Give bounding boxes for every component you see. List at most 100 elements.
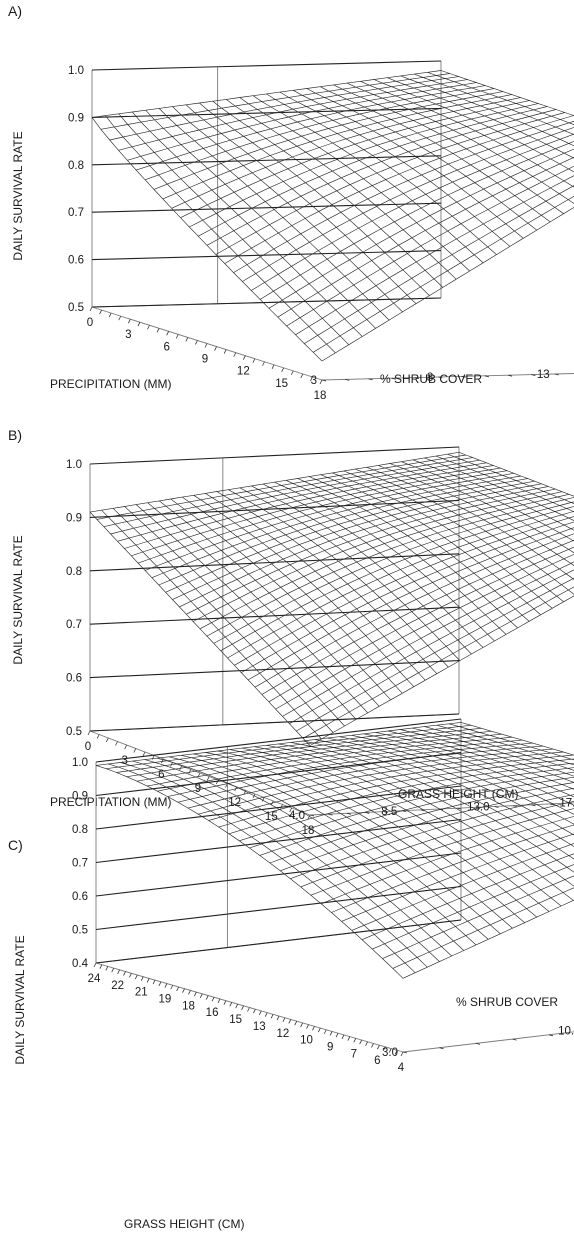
surface-line-u-c-6: [157, 739, 523, 792]
surface-line-v-b-0: [89, 511, 311, 746]
surface-line-u-b-22: [241, 521, 574, 673]
surface-line-u-c-26: [361, 853, 574, 940]
z-gridline-right-c-1: [227, 885, 462, 915]
surface-line-u-a-14: [215, 112, 565, 255]
panel-a: A) 0.50.60.70.80.91.00369121518381318DAI…: [8, 3, 574, 402]
x-tick-mark-c-51: [394, 1050, 398, 1055]
surface-line-u-b-31: [302, 586, 574, 739]
surface-line-u-b-1: [96, 454, 466, 520]
x-axis-title-b: PRECIPITATION (MM): [50, 795, 172, 809]
surface-line-u-b-32: [309, 595, 574, 746]
z-tick-label-c-3: 0.7: [72, 858, 88, 870]
x-tick-mark-a-13: [214, 346, 217, 351]
x-tick-mark-a-8: [166, 331, 170, 336]
z-gridline-left-a-3: [91, 161, 218, 166]
x-tick-mark-c-33: [288, 1019, 292, 1024]
z-gridline-left-a-2: [91, 208, 218, 213]
surface-line-u-b-0: [89, 451, 460, 513]
surface-line-u-a-21: [277, 156, 574, 318]
surface-line-u-c-9: [188, 748, 554, 809]
z-gridline-right-a-3: [217, 155, 442, 163]
x-tick-mark-b-6: [142, 751, 146, 757]
y-tick-mark-a-3: [391, 377, 396, 380]
y-tick-mark-b-2: [346, 812, 351, 815]
x-tick-label-a-3: 9: [202, 354, 208, 366]
y-tick-mark-a-1: [345, 379, 350, 381]
y-tick-mark-b-3: [365, 812, 370, 814]
surface-line-u-c-28: [382, 875, 574, 959]
surface-line-u-c-18: [280, 787, 574, 872]
surface-line-u-c-29: [392, 887, 574, 969]
x-tick-mark-c-22: [223, 1000, 227, 1005]
x-tick-mark-c-48: [377, 1044, 380, 1050]
x-tick-mark-c-7: [134, 974, 138, 980]
surface-line-u-a-8: [162, 94, 512, 200]
z-tick-label-c-0: 0.4: [72, 958, 89, 970]
z-gridline-right-a-4: [217, 107, 442, 115]
x-tick-mark-a-11: [195, 340, 198, 345]
z-axis-title-b: DAILY SURVIVAL RATE: [11, 535, 25, 664]
y-tick-mark-a-2: [368, 378, 373, 381]
x-tick-label-c-12: 6: [374, 1055, 380, 1067]
x-tick-mark-c-49: [382, 1046, 386, 1052]
x-tick-label-b-3: 9: [195, 783, 201, 795]
surface-line-u-a-4: [127, 82, 477, 161]
surface-line-u-c-25: [351, 843, 574, 931]
surface-line-u-b-25: [261, 539, 574, 695]
y-tick-mark-b-12: [531, 804, 536, 807]
surface-line-u-a-25: [313, 195, 574, 353]
surface-line-u-c-7: [167, 742, 533, 797]
surface-line-u-c-13: [228, 762, 574, 835]
x-tick-mark-b-5: [133, 748, 137, 753]
surface-line-u-a-16: [233, 120, 574, 273]
surface-line-v-b-12: [228, 489, 449, 668]
surface-line-u-c-11: [208, 754, 574, 821]
y-axis-title-c: % SHRUB COVER: [456, 995, 558, 1009]
x-tick-label-a-0: 0: [87, 317, 93, 329]
y-tick-mark-b-6: [420, 809, 425, 812]
surface-line-u-c-5: [147, 736, 513, 787]
x-tick-mark-c-2: [105, 966, 109, 971]
x-tick-mark-c-31: [276, 1015, 280, 1021]
z-gridline-left-c-2: [95, 879, 228, 897]
surface-line-u-a-17: [242, 127, 574, 282]
z-gridline-left-c-1: [95, 913, 228, 931]
z-gridline-left-b-3: [89, 564, 223, 572]
surface-line-u-b-17: [206, 497, 574, 637]
x-tick-label-a-4: 12: [237, 366, 250, 378]
surface-line-u-b-16: [199, 493, 570, 630]
x-tick-mark-c-40: [329, 1031, 333, 1036]
x-tick-mark-a-17: [252, 358, 256, 363]
x-tick-mark-a-22: [300, 373, 304, 379]
y-tick-mark-b-5: [402, 810, 407, 813]
z-gridline-right-a-1: [217, 250, 442, 257]
z-tick-label-b-3: 0.8: [66, 566, 82, 578]
y-tick-mark-c-2: [475, 1043, 481, 1045]
x-tick-mark-a-21: [290, 370, 294, 376]
x-tick-mark-c-50: [388, 1048, 392, 1053]
surface-line-u-b-8: [144, 472, 515, 571]
x-tick-mark-b-4: [124, 744, 128, 750]
x-tick-mark-a-19: [271, 364, 275, 369]
surface-line-u-a-10: [180, 100, 530, 218]
y-tick-label-a-2: 13: [537, 369, 550, 381]
surface-line-v-b-13: [239, 487, 461, 661]
panel-c: C) 0.4 0.5 0.6 0.7 0.8 0.9 1.0 24 22 21 19 18 16 15 13…: [8, 718, 574, 1231]
x-tick-mark-c-6: [129, 973, 132, 978]
x-tick-mark-a-18: [262, 361, 265, 366]
x-tick-mark-c-37: [312, 1026, 315, 1031]
x-tick-mark-c-34: [294, 1021, 298, 1026]
x-tick-label-c-11: 7: [351, 1048, 357, 1060]
x-tick-mark-c-20: [211, 997, 215, 1002]
z-tick-label-b-0: 0.5: [66, 726, 82, 738]
surface-line-u-a-6: [144, 88, 495, 181]
x-tick-label-c-10: 9: [327, 1041, 333, 1053]
y-tick-mark-c-3: [512, 1038, 517, 1041]
x-tick-mark-c-5: [123, 971, 126, 976]
surface-line-u-a-15: [224, 115, 574, 264]
surface-line-u-b-24: [254, 533, 574, 688]
z-gridline-left-a-1: [91, 255, 218, 261]
x-tick-mark-c-15: [182, 988, 185, 993]
surface-line-v-a-4: [145, 109, 376, 329]
surface-line-v-b-5: [147, 502, 368, 714]
